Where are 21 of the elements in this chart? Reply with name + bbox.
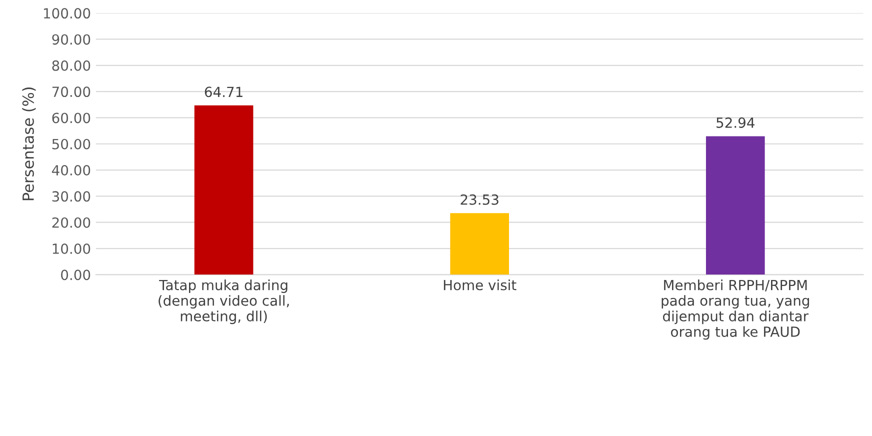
- bar: [194, 105, 254, 275]
- x-tick-label: Memberi RPPH/RPPM pada orang tua, yang dijemput dan diantar orang tua ke PAUD: [662, 280, 810, 340]
- x-tick-label: Tatap muka daring (dengan video call, meeting, dll): [158, 280, 289, 324]
- y-tick-label: 40.00: [52, 165, 90, 176]
- bar: [450, 213, 510, 275]
- y-tick-label: 90.00: [52, 34, 90, 45]
- data-label: 52.94: [716, 117, 754, 128]
- y-tick-label: 20.00: [52, 217, 90, 228]
- y-tick-label: 60.00: [52, 112, 90, 124]
- data-label: 23.53: [460, 194, 498, 205]
- y-tick-label: 10.00: [52, 243, 90, 254]
- y-tick-label: 80.00: [52, 60, 90, 71]
- data-label: 64.71: [204, 86, 242, 98]
- bar: [706, 136, 765, 275]
- x-tick-label: Home visit: [444, 280, 516, 290]
- y-tick-label: 100.00: [44, 8, 90, 19]
- y-tick-label: 70.00: [52, 86, 90, 98]
- y-tick-label: 30.00: [52, 191, 90, 202]
- y-tick-label: 50.00: [52, 138, 90, 150]
- y-axis-title: Persentase (%): [22, 88, 36, 200]
- y-tick-label: 0.00: [61, 270, 90, 280]
